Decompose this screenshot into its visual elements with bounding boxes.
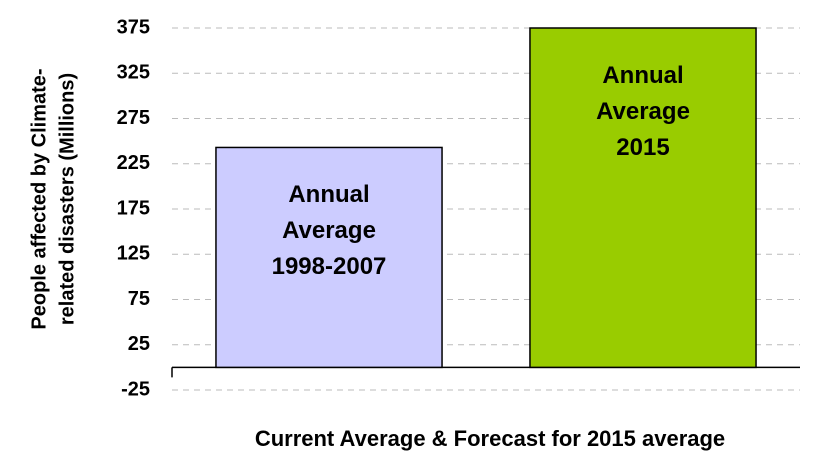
- x-axis-label: Current Average & Forecast for 2015 aver…: [255, 426, 725, 451]
- y-label-line: People affected by Climate-: [28, 68, 50, 329]
- y-tick-label: 75: [128, 288, 150, 310]
- y-label-line: related disasters (Millions): [56, 73, 78, 325]
- y-tick-label: 325: [117, 62, 150, 84]
- y-tick-label: -25: [121, 378, 150, 400]
- y-tick-label: 275: [117, 107, 150, 129]
- y-tick-label: 375: [117, 16, 150, 38]
- category-label: Annual Average 2015: [596, 62, 690, 161]
- y-tick-label: 25: [128, 333, 150, 355]
- y-tick-label: 225: [117, 152, 150, 174]
- y-tick-label: 175: [117, 197, 150, 219]
- category-label: Annual Average 1998-2007: [271, 181, 387, 281]
- y-tick-label: 125: [117, 243, 150, 265]
- bar: [529, 27, 757, 369]
- bar: [215, 146, 443, 369]
